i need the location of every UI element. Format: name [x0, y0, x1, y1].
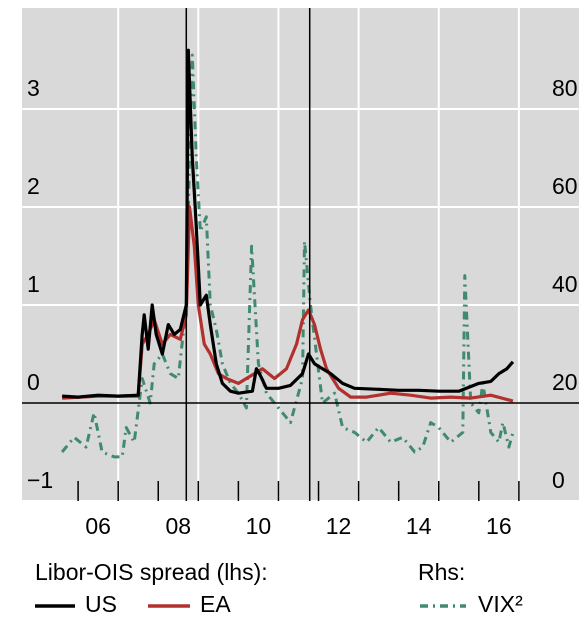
y-tick-label: 3 [27, 75, 40, 101]
legend-label: EA [200, 591, 231, 617]
y2-tick-label: 20 [552, 369, 578, 395]
y-tick-label: 1 [27, 271, 40, 297]
x-tick-label: 14 [406, 513, 432, 539]
y2-tick-label: 80 [552, 75, 578, 101]
x-tick-label: 06 [85, 513, 111, 539]
y2-tick-label: 0 [552, 467, 565, 493]
data-line [60, 53, 515, 459]
y2-tick-label: 60 [552, 173, 578, 199]
x-tick-label: 16 [486, 513, 512, 539]
legend-label: US [85, 591, 117, 617]
legend-title-lhs: Libor-OIS spread (lhs): [35, 559, 268, 585]
plot-background [22, 8, 579, 501]
y-tick-label: 0 [27, 369, 40, 395]
x-tick-label: 08 [165, 513, 191, 539]
legend-title-rhs: Rhs: [418, 559, 465, 585]
data-line [62, 48, 515, 399]
y-tick-label: −1 [27, 467, 53, 493]
y-tick-label: 2 [27, 173, 40, 199]
x-tick-label: 10 [246, 513, 272, 539]
y2-tick-label: 40 [552, 271, 578, 297]
x-tick-label: 12 [326, 513, 352, 539]
legend-label: VIX² [478, 591, 523, 617]
